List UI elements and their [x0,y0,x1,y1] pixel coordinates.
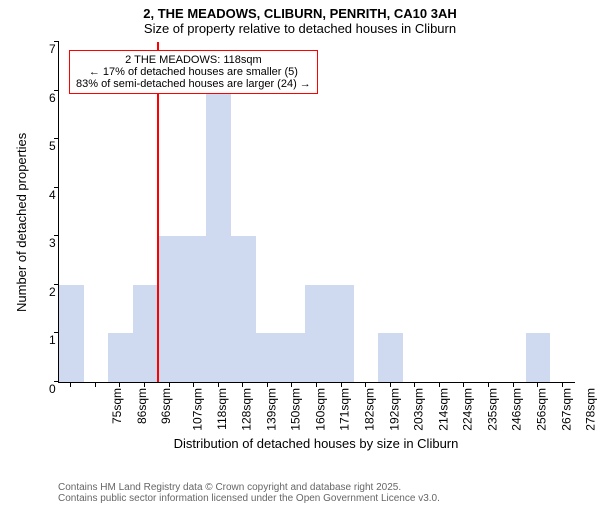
x-tick-label: 192sqm [387,388,401,431]
y-tick-label: 3 [49,236,571,250]
x-tick-mark [119,382,120,387]
x-tick-label: 96sqm [159,388,173,424]
x-tick-label: 224sqm [461,388,475,431]
histogram-bar [59,285,84,382]
x-tick-mark [513,382,514,387]
histogram-bar [231,236,256,382]
footer-line: Contains HM Land Registry data © Crown c… [58,482,440,493]
x-tick-mark [316,382,317,387]
histogram-bar [280,333,305,382]
x-tick-label: 150sqm [289,388,303,431]
y-tick-label: 4 [49,188,571,202]
histogram-bar [182,236,207,382]
x-tick-label: 139sqm [264,388,278,431]
x-tick-mark [537,382,538,387]
histogram-bar [305,285,330,382]
y-tick-mark [54,187,59,188]
x-tick-label: 128sqm [240,388,254,431]
x-tick-label: 203sqm [412,388,426,431]
x-tick-mark [463,382,464,387]
annotation-line: ← 17% of detached houses are smaller (5) [76,66,311,78]
x-tick-label: 246sqm [510,388,524,431]
x-tick-label: 267sqm [559,388,573,431]
x-tick-mark [70,382,71,387]
x-tick-label: 214sqm [436,388,450,431]
x-tick-mark [439,382,440,387]
x-tick-label: 171sqm [338,388,352,431]
footer-attribution: Contains HM Land Registry data © Crown c… [58,482,440,504]
x-tick-mark [562,382,563,387]
x-tick-label: 182sqm [363,388,377,431]
x-tick-label: 107sqm [191,388,205,431]
y-tick-mark [54,138,59,139]
x-tick-mark [291,382,292,387]
x-tick-mark [267,382,268,387]
x-tick-label: 75sqm [110,388,124,424]
x-tick-mark [365,382,366,387]
x-tick-label: 86sqm [135,388,149,424]
x-tick-label: 160sqm [314,388,328,431]
x-axis-label: Distribution of detached houses by size … [58,436,574,451]
annotation-box: 2 THE MEADOWS: 118sqm← 17% of detached h… [69,50,318,94]
x-tick-mark [341,382,342,387]
histogram-bar [108,333,133,382]
y-tick-mark [54,41,59,42]
x-tick-mark [414,382,415,387]
histogram-bar [157,236,182,382]
histogram-bar [206,91,231,382]
histogram-bar [378,333,403,382]
x-tick-label: 256sqm [535,388,549,431]
x-tick-mark [242,382,243,387]
x-tick-mark [95,382,96,387]
y-tick-mark [54,90,59,91]
y-axis-label: Number of detached properties [14,133,29,312]
annotation-line: 2 THE MEADOWS: 118sqm [76,54,311,66]
x-tick-mark [488,382,489,387]
histogram-bar [256,333,281,382]
x-tick-mark [169,382,170,387]
x-tick-mark [144,382,145,387]
chart-title-main: 2, THE MEADOWS, CLIBURN, PENRITH, CA10 3… [0,6,600,21]
x-tick-mark [390,382,391,387]
histogram-bar [133,285,158,382]
annotation-line: 83% of semi-detached houses are larger (… [76,78,311,90]
x-tick-mark [193,382,194,387]
x-tick-label: 118sqm [214,388,228,430]
x-tick-label: 278sqm [584,388,598,431]
histogram-bar [526,333,551,382]
x-tick-label: 235sqm [486,388,500,431]
x-tick-mark [218,382,219,387]
y-tick-label: 5 [49,139,571,153]
footer-line: Contains public sector information licen… [58,493,440,504]
y-tick-mark [54,235,59,236]
histogram-chart: 2 THE MEADOWS: 118sqm← 17% of detached h… [58,42,575,383]
histogram-bar [329,285,354,382]
chart-title-sub: Size of property relative to detached ho… [0,21,600,36]
